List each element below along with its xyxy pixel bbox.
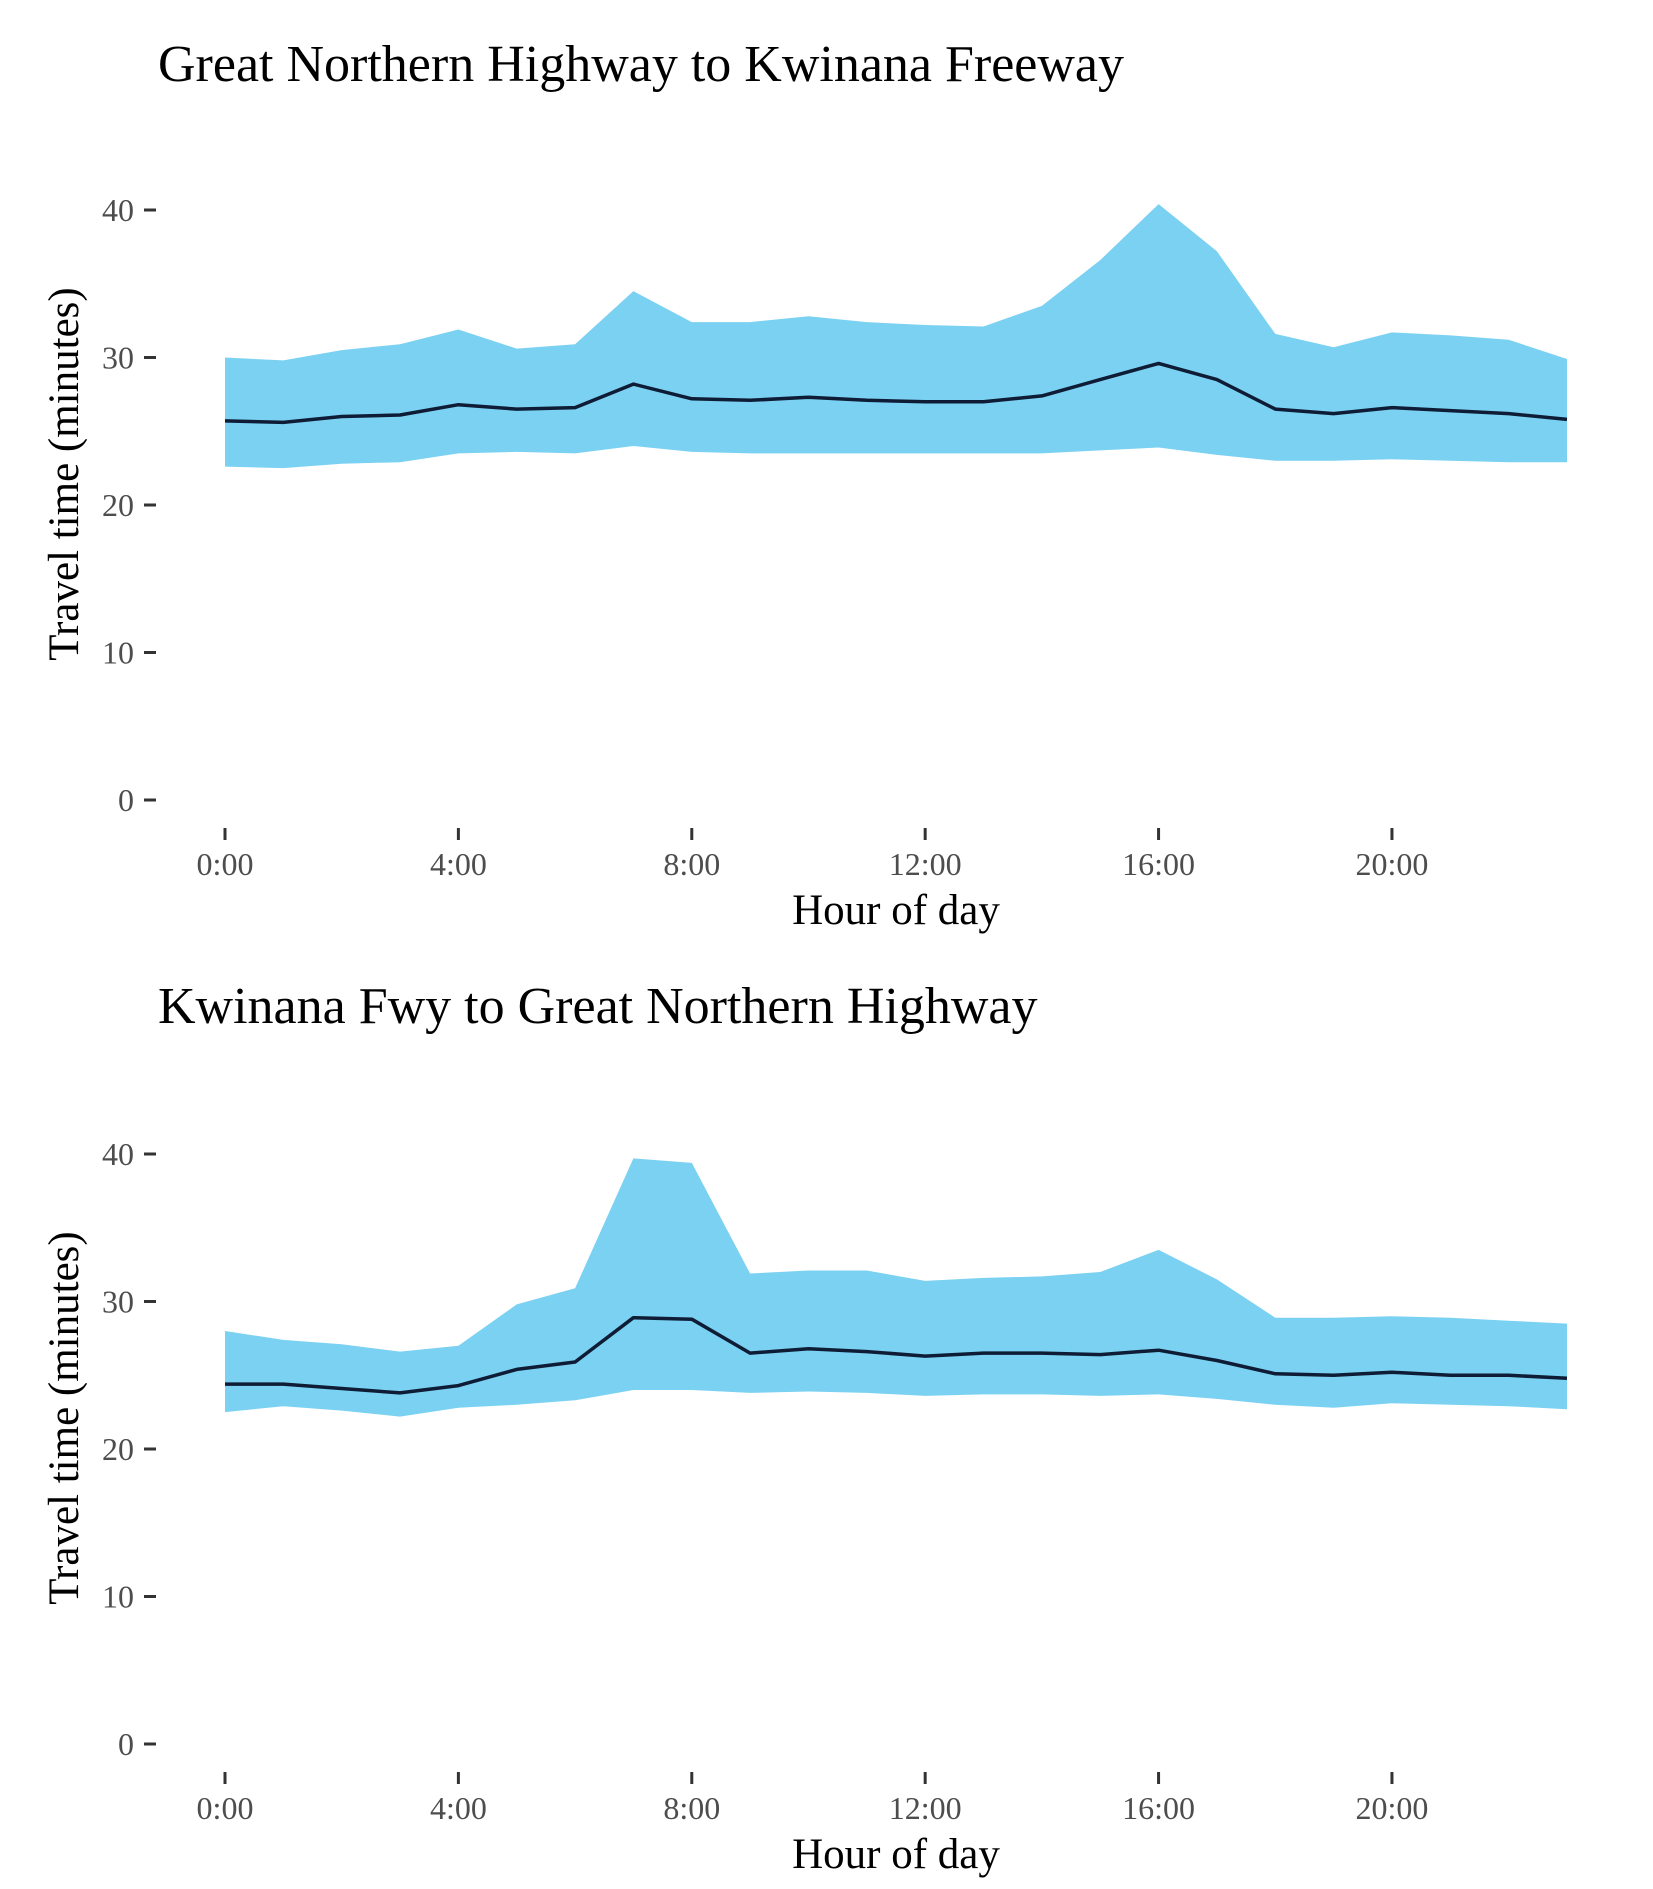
plot-area: 0 10 20 30 40 0:00 4:00 8:00 12:00 16:00 20:00	[102, 1136, 1568, 1826]
chart-svg-1: Great Northern Highway to Kwinana Freewa…	[41, 36, 1568, 934]
x-tick-label: 20:00	[1356, 846, 1429, 882]
y-tick-label: 40	[102, 1136, 134, 1172]
x-axis-title: Hour of day	[792, 887, 1000, 934]
x-tick-label: 12:00	[889, 1790, 962, 1826]
y-tick-label: 30	[102, 1284, 134, 1320]
ribbon-band	[225, 204, 1567, 469]
x-axis-title: Hour of day	[792, 1831, 1000, 1878]
median-line	[224, 361, 1568, 425]
median-line	[225, 1315, 1568, 1395]
y-tick-label: 10	[102, 1579, 134, 1615]
x-tick-label: 12:00	[889, 846, 962, 882]
x-tick-label: 4:00	[430, 1790, 487, 1826]
x-tick-label: 4:00	[430, 846, 487, 882]
x-tick-label: 16:00	[1122, 1790, 1195, 1826]
y-tick-label: 20	[102, 1431, 134, 1467]
x-tick-label: 20:00	[1356, 1790, 1429, 1826]
chart-panel-1: Great Northern Highway to Kwinana Freewa…	[0, 0, 1653, 944]
chart-title: Kwinana Fwy to Great Northern Highway	[158, 978, 1037, 1035]
y-axis-title: Travel time (minutes)	[41, 287, 88, 660]
y-tick-label: 20	[102, 487, 134, 523]
x-tick-label: 8:00	[663, 1790, 720, 1826]
plot-area: 0 10 20 30 40 0:00 4:00 8:00 12:00 16:00 20:00	[102, 192, 1568, 882]
chart-title: Great Northern Highway to Kwinana Freewa…	[158, 36, 1124, 93]
y-tick-label: 10	[102, 635, 134, 671]
chart-panel-2: Kwinana Fwy to Great Northern Highway 0 1…	[0, 944, 1653, 1888]
y-tick-label: 0	[118, 782, 134, 818]
y-tick-label: 0	[118, 1726, 134, 1762]
y-tick-label: 30	[102, 340, 134, 376]
x-tick-label: 0:00	[197, 1790, 254, 1826]
x-tick-label: 16:00	[1122, 846, 1195, 882]
x-tick-label: 0:00	[197, 846, 254, 882]
ribbon-band	[225, 1158, 1567, 1417]
x-tick-label: 8:00	[663, 846, 720, 882]
y-axis-title: Travel time (minutes)	[41, 1231, 88, 1604]
y-tick-label: 40	[102, 192, 134, 228]
chart-svg-2: Kwinana Fwy to Great Northern Highway 0 1…	[41, 978, 1568, 1878]
